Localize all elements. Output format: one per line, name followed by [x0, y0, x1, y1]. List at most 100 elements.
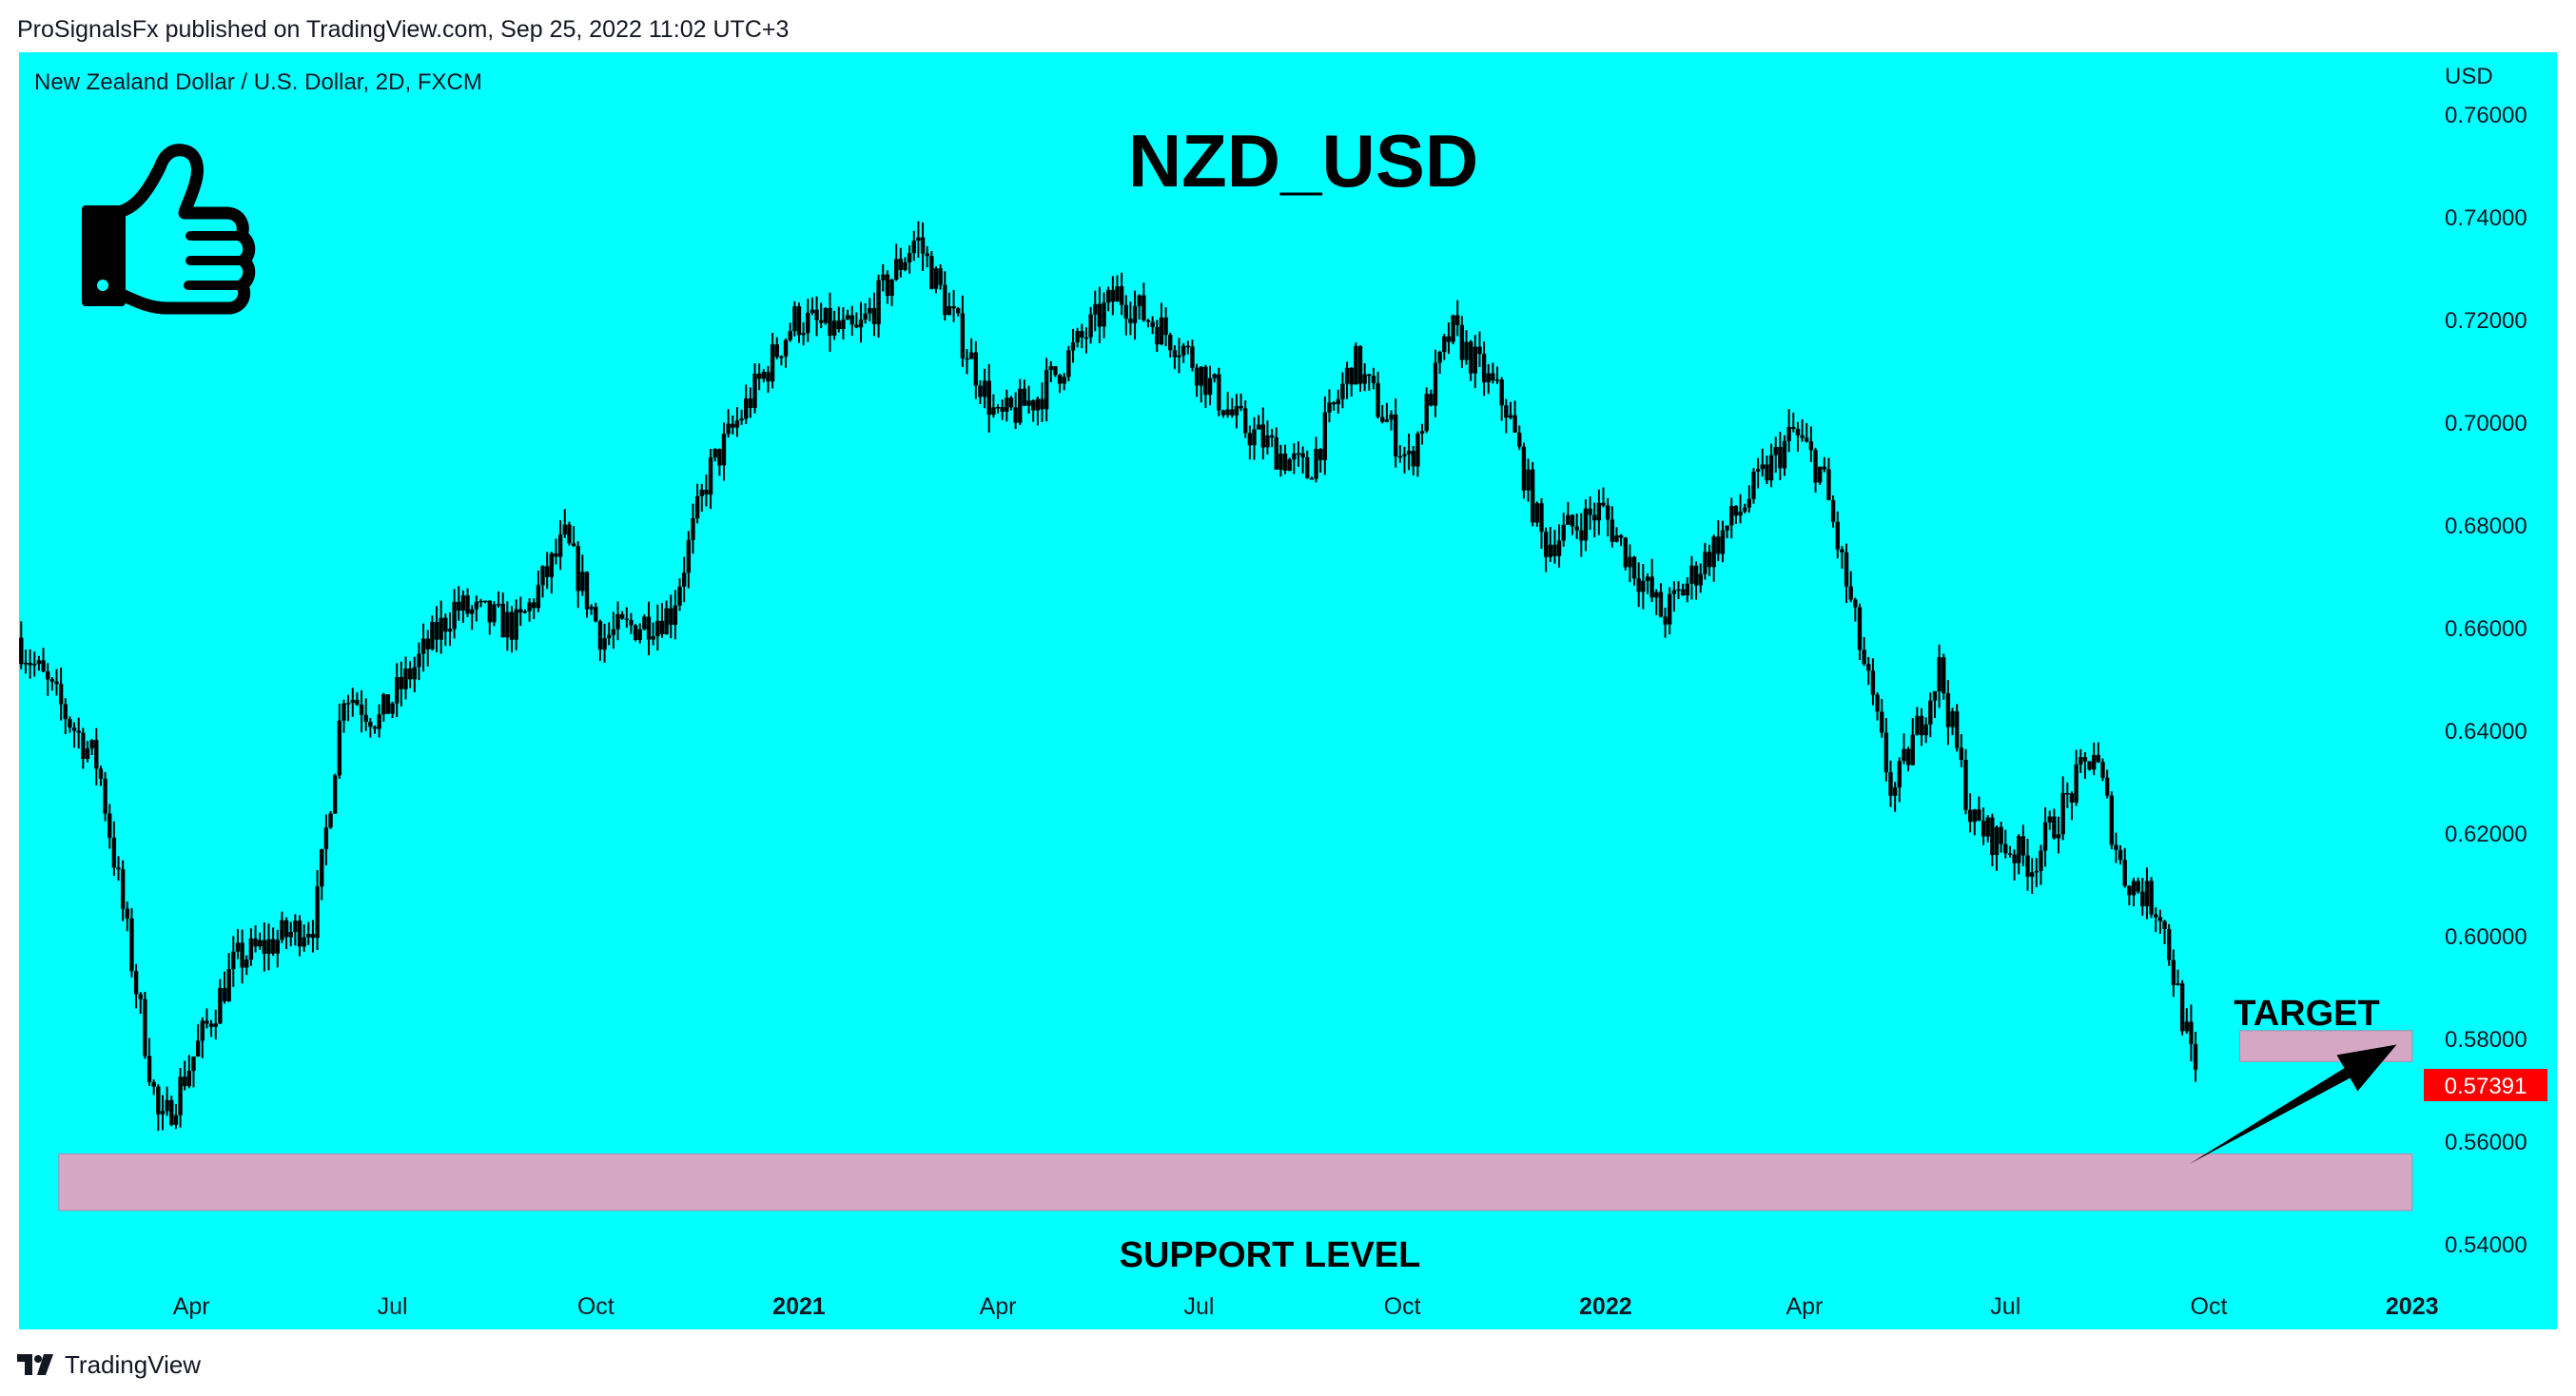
candle-body: [898, 259, 904, 270]
candle-body: [2154, 914, 2158, 918]
candle-body: [1022, 388, 1027, 406]
candle-body: [244, 960, 249, 968]
candle-body: [156, 1086, 161, 1115]
candle-body: [293, 921, 298, 933]
candle-body: [1269, 435, 1275, 437]
candle-body: [828, 307, 832, 336]
candle-body: [116, 867, 121, 870]
candle-body: [1119, 286, 1124, 305]
candle-body: [133, 971, 139, 995]
candle-body: [731, 423, 735, 428]
candle-body: [1455, 315, 1460, 325]
candle-body: [407, 668, 413, 680]
candle-body: [597, 621, 603, 650]
candle-body: [430, 621, 435, 650]
candle-body: [1026, 400, 1031, 406]
x-tick-label: Jul: [378, 1293, 408, 1320]
candle-body: [1357, 345, 1363, 384]
y-tick-label: 0.72000: [2445, 308, 2527, 334]
candle-body: [1376, 382, 1380, 417]
candle-body: [248, 938, 254, 960]
candle-body: [1641, 580, 1646, 592]
candle-body: [1512, 415, 1517, 434]
candle-body: [1194, 367, 1200, 386]
candle-body: [1808, 441, 1814, 451]
candle-body: [1057, 375, 1063, 384]
candle-body: [1053, 366, 1058, 376]
candle-body: [183, 1076, 187, 1087]
candle-body: [2078, 757, 2083, 765]
candle-body: [2189, 1021, 2194, 1044]
x-tick-label: 2021: [772, 1293, 826, 1320]
candle-body: [1698, 573, 1703, 586]
candle-body: [911, 241, 916, 254]
candle-body: [1574, 526, 1579, 531]
candle-body: [739, 418, 744, 421]
candle-body: [2171, 960, 2176, 985]
candle-body: [527, 602, 532, 611]
candle-body: [315, 886, 320, 939]
candle-body: [1990, 817, 1995, 856]
candle-body: [885, 274, 890, 297]
candle-body: [655, 620, 660, 637]
candle-body: [1733, 506, 1739, 516]
candle-body: [1716, 536, 1721, 554]
candle-body: [385, 694, 391, 714]
candle-body: [1239, 405, 1243, 409]
candle-body: [1725, 525, 1729, 531]
candle-body: [1751, 471, 1756, 499]
candle-body: [694, 495, 700, 518]
candle-body: [1433, 362, 1438, 406]
candle-body: [1168, 335, 1173, 351]
candle-body: [995, 407, 1001, 409]
candle-body: [1203, 366, 1208, 396]
candle-body: [549, 553, 555, 577]
candle-body: [320, 849, 324, 887]
candle-body: [350, 699, 355, 704]
candle-body: [1866, 664, 1871, 671]
candle-body: [2034, 870, 2039, 873]
candle-body: [876, 280, 881, 324]
candle-body: [831, 320, 837, 336]
candle-body: [779, 356, 784, 359]
candle-body: [1000, 407, 1005, 412]
last-price-badge: 0.57391: [2424, 1069, 2547, 1101]
candle-body: [1066, 350, 1071, 378]
candle-body: [412, 667, 418, 680]
support-zone: [58, 1153, 2413, 1212]
candle-body: [681, 572, 687, 587]
candle-body: [810, 309, 815, 314]
candle-body: [213, 1023, 218, 1027]
candle-body: [1163, 317, 1168, 336]
candle-body: [659, 620, 665, 634]
candle-body: [478, 600, 483, 603]
candle-body: [377, 714, 381, 729]
candle-body: [1614, 534, 1619, 542]
candle-body: [933, 268, 939, 289]
candle-body: [1088, 314, 1093, 338]
candle-body: [766, 372, 771, 382]
candle-body: [1402, 454, 1407, 456]
candle-body: [160, 1111, 166, 1115]
candle-body: [1950, 710, 1955, 727]
candle-body: [1760, 464, 1765, 470]
candle-body: [584, 572, 590, 610]
candle-body: [669, 608, 673, 625]
candle-body: [1548, 544, 1552, 557]
candle-body: [443, 617, 448, 632]
candle-body: [726, 423, 731, 435]
candle-body: [1327, 402, 1332, 413]
candle-body: [1499, 379, 1504, 406]
candle-body: [1397, 456, 1403, 458]
candle-body: [98, 768, 104, 779]
candle-body: [1805, 437, 1809, 442]
candle-body: [1919, 715, 1924, 736]
candle-body: [673, 605, 678, 625]
candle-body: [1534, 503, 1540, 523]
candle-body: [1300, 453, 1305, 457]
candle-body: [1826, 469, 1831, 500]
candle-body: [602, 638, 607, 650]
candle-body: [1110, 289, 1116, 302]
x-tick-label: 2022: [1579, 1293, 1632, 1320]
